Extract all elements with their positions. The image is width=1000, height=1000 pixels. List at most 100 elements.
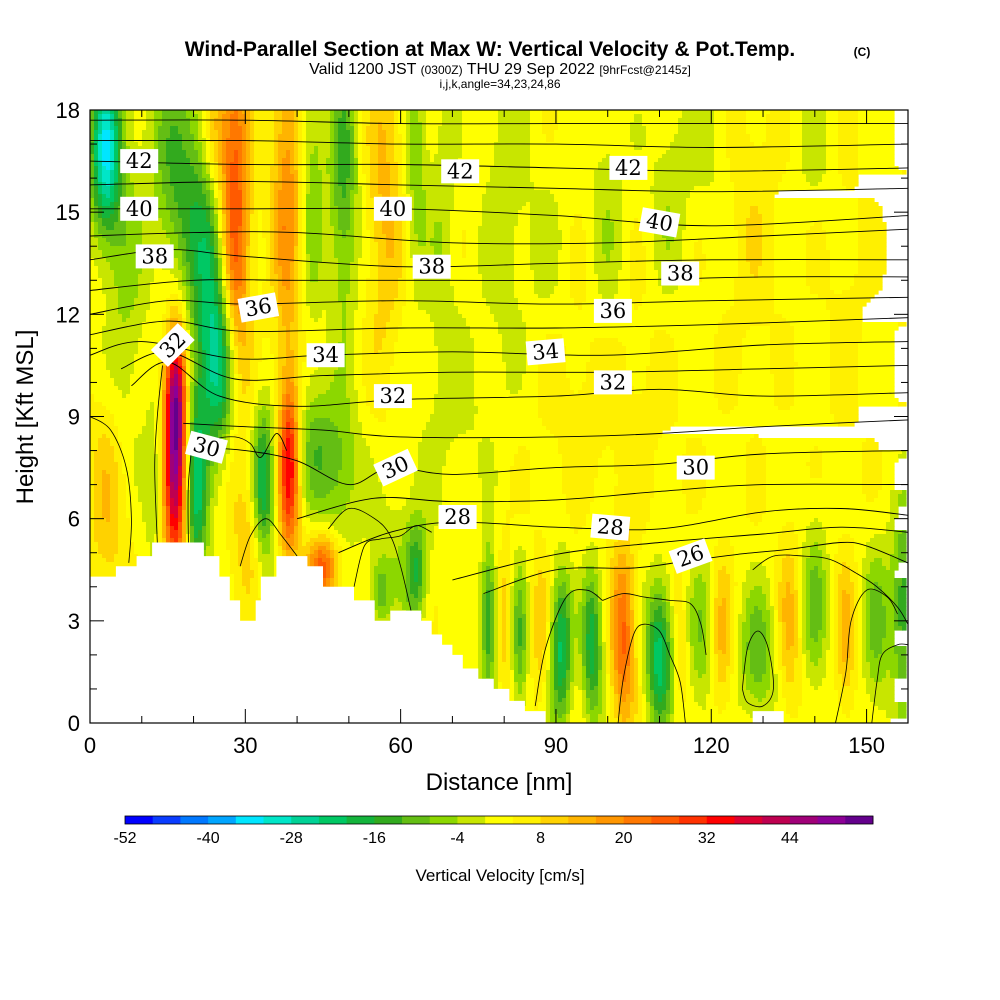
velocity-cell [298,242,303,247]
velocity-cell [218,186,223,191]
velocity-cell [742,342,771,347]
velocity-cell [550,190,595,195]
velocity-cell [110,178,115,183]
velocity-cell [278,250,295,255]
velocity-cell [410,226,415,231]
velocity-cell [90,374,111,379]
velocity-cell [102,338,139,343]
velocity-cell [214,290,219,295]
velocity-cell [378,170,391,175]
velocity-cell [350,158,355,163]
velocity-cell [674,422,839,427]
velocity-cell [274,190,279,195]
velocity-cell [250,174,255,179]
velocity-cell [230,286,235,291]
velocity-cell [206,154,211,159]
velocity-cell [210,318,215,323]
velocity-cell [390,170,399,175]
velocity-cell [538,394,679,399]
velocity-cell [270,282,279,287]
velocity-cell [354,110,359,115]
velocity-cell [294,394,299,399]
velocity-cell [734,290,775,295]
velocity-cell [402,234,407,239]
velocity-cell [274,186,283,191]
velocity-cell [862,442,879,447]
velocity-cell [230,238,235,243]
velocity-cell [294,254,299,259]
velocity-cell [246,142,251,147]
velocity-cell [706,450,747,455]
velocity-cell [386,154,395,159]
velocity-cell [414,294,455,299]
velocity-cell [270,234,275,239]
velocity-cell [182,254,187,259]
velocity-cell [406,266,415,271]
velocity-cell [714,138,727,143]
velocity-cell [338,266,351,271]
velocity-cell [134,190,155,195]
velocity-cell [90,362,107,367]
velocity-cell [190,290,195,295]
velocity-cell [154,186,163,191]
velocity-cell [310,310,323,315]
velocity-cell [706,262,739,267]
velocity-cell [414,194,427,199]
velocity-cell [774,202,859,207]
velocity-cell [294,174,299,179]
velocity-cell [422,134,427,139]
velocity-cell [126,122,135,127]
velocity-cell [354,446,371,451]
velocity-cell [162,182,171,187]
velocity-cell [154,274,175,279]
velocity-cell [378,266,403,271]
velocity-cell [498,126,531,131]
velocity-cell [254,422,259,427]
velocity-cell [338,154,351,159]
velocity-cell [406,286,415,291]
velocity-cell [154,178,163,183]
velocity-cell [786,170,803,175]
velocity-cell [298,166,303,171]
velocity-cell [282,386,287,391]
velocity-cell [226,250,231,255]
velocity-cell [346,382,355,387]
velocity-cell [210,242,215,247]
velocity-cell [306,222,323,227]
velocity-cell [226,210,231,215]
velocity-cell [330,134,335,139]
velocity-cell [714,358,743,363]
velocity-cell [230,430,239,435]
velocity-cell [106,194,111,199]
velocity-cell [498,138,531,143]
velocity-cell [158,206,167,211]
velocity-cell [186,326,191,331]
velocity-cell [202,274,211,279]
velocity-cell [606,446,611,451]
velocity-cell [106,226,115,231]
velocity-cell [226,394,231,399]
velocity-cell [366,302,379,307]
velocity-cell [246,294,251,299]
velocity-cell [306,334,327,339]
velocity-cell [858,198,875,203]
velocity-cell [670,246,683,251]
velocity-cell [294,222,299,227]
velocity-cell [406,150,411,155]
velocity-cell [226,402,231,407]
velocity-cell [410,114,419,119]
velocity-cell [98,142,103,147]
velocity-cell [774,242,807,247]
velocity-cell [218,262,223,267]
velocity-cell [714,346,743,351]
velocity-cell [294,454,299,459]
velocity-cell [450,214,483,219]
velocity-cell [274,446,279,451]
velocity-cell [170,270,183,275]
velocity-cell [334,178,339,183]
velocity-cell [342,318,347,323]
velocity-cell [114,210,119,215]
velocity-cell [190,318,195,323]
velocity-cell [422,166,459,171]
velocity-cell [174,382,179,387]
